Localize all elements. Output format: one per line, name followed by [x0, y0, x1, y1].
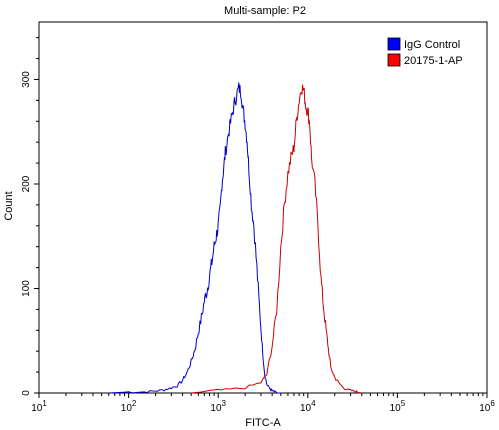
- x-tick-label: 104: [300, 399, 316, 414]
- series-line-1: [108, 82, 281, 394]
- legend-swatch-2: [387, 53, 401, 67]
- plot-area-border: [38, 21, 488, 394]
- x-axis-label: FITC-A: [245, 417, 281, 429]
- y-tick-label: 200: [21, 175, 32, 192]
- y-tick-label: 300: [21, 71, 32, 88]
- x-tick-label: 102: [121, 399, 137, 414]
- y-tick-label: 0: [21, 390, 32, 396]
- legend-swatch-1: [387, 37, 401, 51]
- x-tick-label: 106: [479, 399, 495, 414]
- x-tick-label: 103: [210, 399, 226, 414]
- series-line-2: [191, 84, 362, 394]
- x-axis: 101 102 103 104 105 106: [31, 393, 495, 414]
- chart-title: Multi-sample: P2: [224, 5, 306, 17]
- plot-frame: [38, 21, 488, 394]
- y-tick-label: 100: [21, 280, 32, 297]
- legend: IgG Control 20175-1-AP: [387, 37, 463, 67]
- legend-label-1: IgG Control: [404, 39, 460, 51]
- x-tick-label: 101: [31, 399, 47, 414]
- y-axis-label: Count: [3, 191, 15, 220]
- series-layer: [108, 82, 362, 394]
- legend-label-2: 20175-1-AP: [404, 55, 463, 67]
- x-tick-label: 105: [390, 399, 406, 414]
- y-axis: 0 100 200 300: [21, 37, 39, 396]
